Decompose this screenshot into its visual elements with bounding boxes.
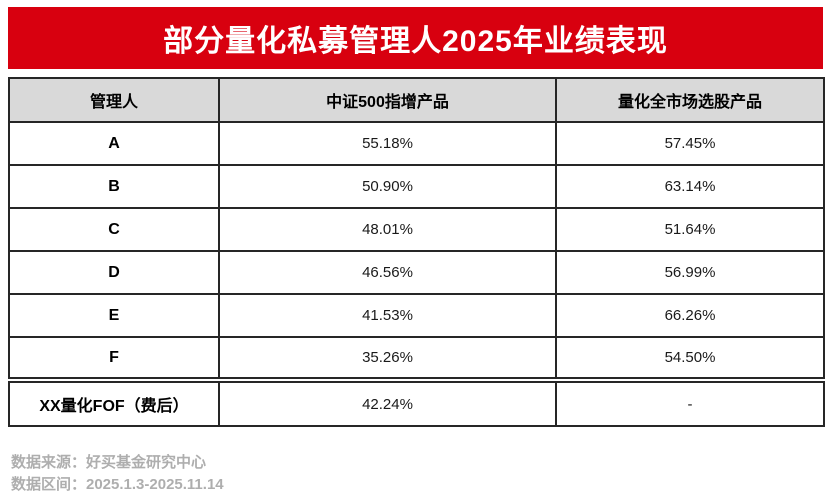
- all-market-value-cell: 51.64%: [555, 207, 825, 252]
- manager-cell: E: [8, 293, 220, 338]
- table-row: C 48.01% 51.64%: [8, 207, 825, 252]
- table-row: D 46.56% 56.99%: [8, 250, 825, 295]
- csi500-value-cell: 35.26%: [218, 336, 557, 381]
- csi500-value-cell: 42.24%: [218, 377, 557, 427]
- table-row: E 41.53% 66.26%: [8, 293, 825, 338]
- csi500-value-cell: 55.18%: [218, 121, 557, 166]
- footer-notes: 数据来源：好买基金研究中心 数据区间：2025.1.3-2025.11.14: [11, 452, 224, 496]
- performance-table: 管理人 中证500指增产品 量化全市场选股产品 A 55.18% 57.45% …: [8, 77, 825, 427]
- all-market-value-cell: 57.45%: [555, 121, 825, 166]
- all-market-value-cell: -: [555, 377, 825, 427]
- header-csi500-enhanced: 中证500指增产品: [218, 77, 557, 123]
- header-all-market-stock: 量化全市场选股产品: [555, 77, 825, 123]
- csi500-value-cell: 48.01%: [218, 207, 557, 252]
- table-row: A 55.18% 57.45%: [8, 121, 825, 166]
- manager-cell: C: [8, 207, 220, 252]
- performance-table-container: 管理人 中证500指增产品 量化全市场选股产品 A 55.18% 57.45% …: [8, 77, 825, 427]
- manager-cell: B: [8, 164, 220, 209]
- data-source-note: 数据来源：好买基金研究中心: [11, 454, 207, 471]
- all-market-value-cell: 63.14%: [555, 164, 825, 209]
- page-title: 部分量化私募管理人2025年业绩表现: [163, 25, 668, 58]
- manager-cell: A: [8, 121, 220, 166]
- manager-cell: F: [8, 336, 220, 381]
- manager-cell: D: [8, 250, 220, 295]
- title-banner: 部分量化私募管理人2025年业绩表现: [8, 7, 823, 69]
- table-row-fof: XX量化FOF（费后） 42.24% -: [8, 377, 825, 427]
- csi500-value-cell: 50.90%: [218, 164, 557, 209]
- table-row: B 50.90% 63.14%: [8, 164, 825, 209]
- all-market-value-cell: 54.50%: [555, 336, 825, 381]
- data-period-note: 数据区间：2025.1.3-2025.11.14: [11, 476, 224, 493]
- csi500-value-cell: 41.53%: [218, 293, 557, 338]
- all-market-value-cell: 66.26%: [555, 293, 825, 338]
- csi500-value-cell: 46.56%: [218, 250, 557, 295]
- header-manager: 管理人: [8, 77, 220, 123]
- manager-cell: XX量化FOF（费后）: [8, 377, 220, 427]
- all-market-value-cell: 56.99%: [555, 250, 825, 295]
- table-header-row: 管理人 中证500指增产品 量化全市场选股产品: [8, 77, 825, 123]
- table-row: F 35.26% 54.50%: [8, 336, 825, 381]
